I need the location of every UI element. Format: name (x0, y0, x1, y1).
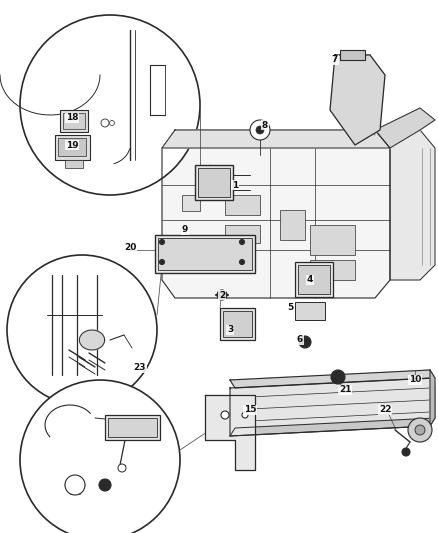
Circle shape (159, 239, 165, 245)
Text: 10: 10 (409, 376, 421, 384)
Circle shape (240, 260, 244, 264)
Text: 1: 1 (232, 181, 238, 190)
Text: 15: 15 (244, 406, 256, 415)
Text: 4: 4 (307, 276, 313, 285)
Bar (298, 265, 330, 294)
Polygon shape (205, 395, 255, 470)
Circle shape (20, 15, 200, 195)
Bar (225, 225, 260, 243)
Polygon shape (375, 108, 435, 148)
Bar (63, 113, 85, 129)
Text: 18: 18 (66, 114, 78, 123)
Bar (280, 210, 305, 240)
Polygon shape (230, 378, 435, 436)
Text: 9: 9 (182, 225, 188, 235)
Circle shape (101, 119, 109, 127)
Circle shape (20, 380, 180, 533)
Bar (155, 235, 255, 273)
Circle shape (118, 464, 126, 472)
Polygon shape (162, 130, 390, 148)
Circle shape (408, 418, 432, 442)
Circle shape (240, 239, 244, 245)
Bar (108, 418, 157, 437)
Circle shape (242, 412, 248, 418)
Circle shape (159, 260, 165, 264)
Text: 23: 23 (134, 364, 146, 373)
Bar (58, 138, 86, 156)
Polygon shape (330, 55, 385, 145)
Bar (310, 260, 355, 280)
Text: 8: 8 (262, 120, 268, 130)
Bar (295, 262, 333, 297)
Bar (182, 195, 200, 211)
Bar (198, 168, 230, 197)
Circle shape (7, 255, 157, 405)
Circle shape (110, 120, 114, 125)
Circle shape (331, 370, 345, 384)
Bar (310, 225, 355, 255)
Text: 7: 7 (332, 55, 338, 64)
Bar (65, 160, 83, 168)
Text: 20: 20 (124, 244, 136, 253)
Text: 6: 6 (297, 335, 303, 344)
Polygon shape (375, 130, 435, 280)
Bar (158, 238, 252, 270)
Bar (223, 311, 252, 337)
Circle shape (99, 479, 111, 491)
Bar (195, 165, 233, 200)
Circle shape (217, 290, 227, 300)
Circle shape (221, 411, 229, 419)
Bar (295, 302, 325, 320)
Circle shape (256, 126, 264, 134)
Circle shape (250, 120, 270, 140)
Text: 21: 21 (339, 385, 351, 394)
Polygon shape (79, 330, 105, 350)
Polygon shape (230, 370, 435, 388)
Bar (105, 415, 160, 440)
Text: 2: 2 (219, 290, 225, 300)
Bar (55, 135, 90, 160)
Text: 22: 22 (379, 406, 391, 415)
Circle shape (65, 475, 85, 495)
Bar (60, 110, 88, 132)
Polygon shape (230, 418, 435, 436)
Circle shape (299, 336, 311, 348)
Text: 5: 5 (287, 303, 293, 312)
Bar (340, 50, 365, 60)
Polygon shape (430, 370, 435, 426)
Polygon shape (162, 130, 390, 298)
Circle shape (402, 448, 410, 456)
Bar (220, 308, 255, 340)
Circle shape (415, 425, 425, 435)
Text: 19: 19 (66, 141, 78, 149)
Text: 3: 3 (227, 326, 233, 335)
Bar (225, 195, 260, 215)
